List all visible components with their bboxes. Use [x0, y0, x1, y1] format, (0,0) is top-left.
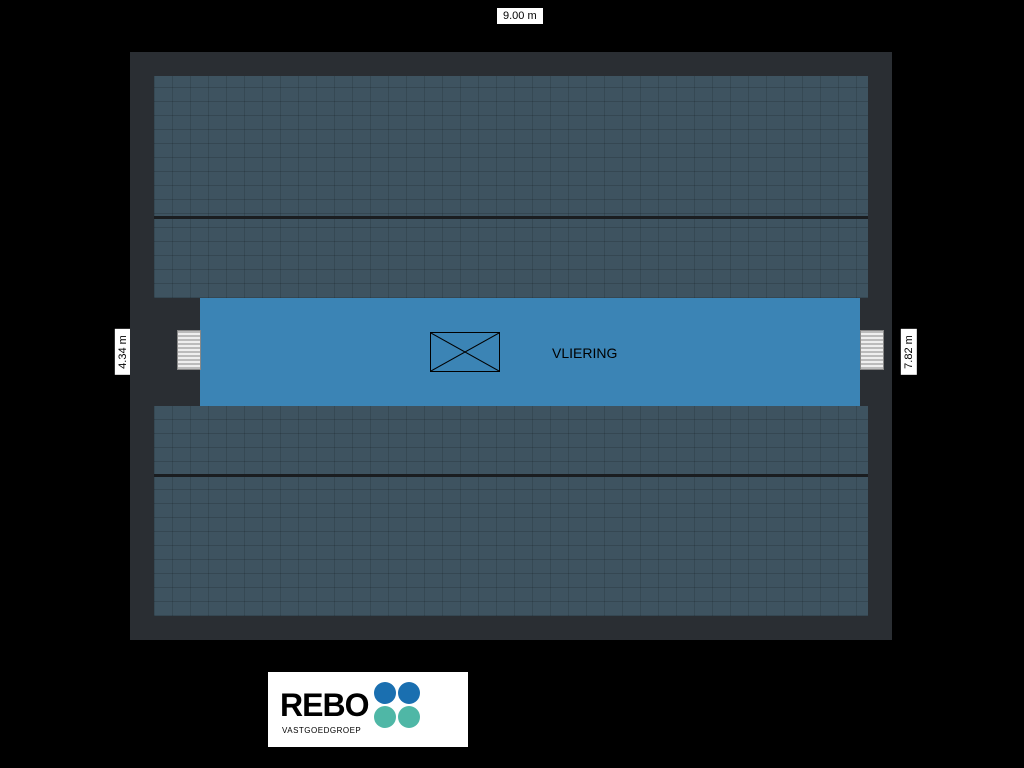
logo-title: REBO — [280, 689, 368, 721]
room-label-text: VLIERING — [552, 345, 617, 361]
logo-dot — [398, 682, 420, 704]
logo-card: REBO VASTGOEDGROEP — [268, 672, 468, 747]
dimension-top: 9.00 m — [497, 8, 543, 24]
logo-subtitle: VASTGOEDGROEP — [282, 726, 361, 735]
dimension-top-value: 9.00 m — [503, 10, 537, 22]
roof-hatch-icon — [430, 332, 500, 372]
dimension-left-outer-value: 4.34 m — [117, 335, 129, 369]
vent-left — [177, 330, 201, 370]
room-label: VLIERING — [552, 345, 617, 361]
dimension-left-outer: 4.34 m — [115, 329, 131, 375]
vent-right — [860, 330, 884, 370]
logo-dot — [374, 706, 396, 728]
roof-ridge-upper — [154, 216, 868, 219]
dimension-right: 7.82 m — [901, 329, 917, 375]
attic-floor — [200, 298, 860, 406]
roof-tiles-upper — [154, 76, 868, 298]
logo-dot — [374, 682, 396, 704]
roof-ridge-lower — [154, 474, 868, 477]
dimension-right-value: 7.82 m — [903, 335, 915, 369]
logo-dot — [398, 706, 420, 728]
logo-dots-icon — [374, 682, 420, 728]
roof-tiles-lower — [154, 406, 868, 616]
